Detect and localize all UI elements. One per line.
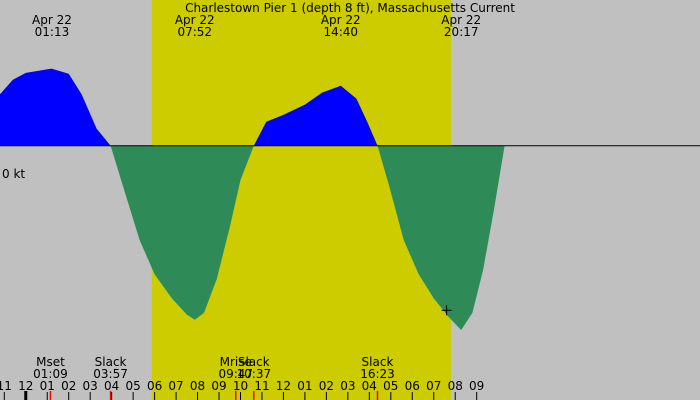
- x-tick-label: 03: [340, 379, 355, 393]
- x-tick-label: 06: [405, 379, 420, 393]
- x-tick-label: 03: [83, 379, 98, 393]
- event-name-label: Slack: [95, 355, 127, 369]
- current-areas: [0, 68, 505, 330]
- x-tick-label: 07: [168, 379, 183, 393]
- x-tick-label: 09: [469, 379, 484, 393]
- x-tick-label: 04: [362, 379, 377, 393]
- x-tick-label: 12: [276, 379, 291, 393]
- extreme-time-label: 01:13: [35, 25, 70, 39]
- extreme-date-label: Apr 22: [32, 13, 72, 27]
- event-time-label: 03:57: [93, 367, 128, 381]
- event-name-label: Slack: [238, 355, 270, 369]
- extreme-date-label: Apr 22: [321, 13, 361, 27]
- extreme-date-label: Apr 22: [441, 13, 481, 27]
- x-tick-label: 10: [233, 379, 248, 393]
- x-tick-label: 08: [190, 379, 205, 393]
- x-tick-label: 05: [125, 379, 140, 393]
- x-tick-label: 11: [254, 379, 269, 393]
- event-name-label: Mrise: [220, 355, 252, 369]
- extreme-time-label: 07:52: [177, 25, 212, 39]
- flood-area: [0, 68, 111, 146]
- x-tick-label: 02: [319, 379, 334, 393]
- x-axis-ticks: 11 12 01 02 03 04 05 06 07 08 09 10 11 12 01 02 03 04 05 06…: [0, 379, 484, 400]
- extreme-date-label: Apr 22: [175, 13, 215, 27]
- x-tick-label: 11: [0, 379, 12, 393]
- event-time-label: 09:47: [218, 367, 253, 381]
- flood-area: [253, 85, 378, 146]
- x-tick-label: 05: [383, 379, 398, 393]
- y-zero-label: 0 kt: [2, 167, 25, 181]
- x-tick-label: 04: [104, 379, 119, 393]
- event-labels: Mset01:09Slack03:57Mrise09:47Slack10:37S…: [33, 355, 395, 400]
- event-time-label: 01:09: [33, 367, 68, 381]
- x-tick-label: 07: [426, 379, 441, 393]
- ebb-area: [377, 145, 505, 330]
- ebb-area: [110, 145, 254, 320]
- x-tick-label: 09: [211, 379, 226, 393]
- chart-title: Charlestown Pier 1 (depth 8 ft), Massach…: [185, 1, 515, 15]
- x-tick-label: 01: [40, 379, 55, 393]
- current-time-marker: [441, 305, 452, 316]
- event-name-label: Slack: [362, 355, 394, 369]
- event-time-label: 16:23: [360, 367, 395, 381]
- event-time-label: 10:37: [237, 367, 272, 381]
- x-tick-label: 06: [147, 379, 162, 393]
- midnight-tick-mark: [24, 391, 28, 400]
- extreme-time-label: 20:17: [444, 25, 479, 39]
- event-name-label: Mset: [36, 355, 65, 369]
- x-tick-label: 08: [448, 379, 463, 393]
- x-tick-label: 12: [18, 379, 33, 393]
- extreme-time-label: 14:40: [323, 25, 358, 39]
- x-tick-label: 01: [297, 379, 312, 393]
- x-tick-label: 02: [61, 379, 76, 393]
